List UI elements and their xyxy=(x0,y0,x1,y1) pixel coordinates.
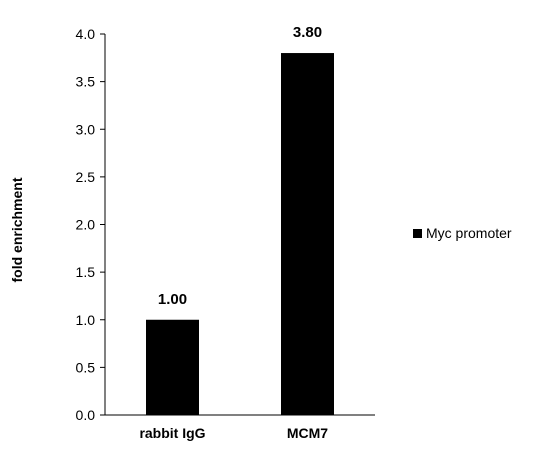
bar-value-label: 1.00 xyxy=(158,291,187,308)
x-category-label: rabbit IgG xyxy=(139,425,205,441)
y-tick-label: 0.0 xyxy=(76,407,96,423)
y-tick-label: 4.0 xyxy=(76,26,96,42)
y-tick-label: 2.0 xyxy=(76,217,96,233)
y-tick-label: 3.0 xyxy=(76,121,96,137)
y-tick-label: 0.5 xyxy=(76,359,96,375)
y-tick-label: 3.5 xyxy=(76,74,96,90)
y-tick-label: 1.0 xyxy=(76,312,96,328)
legend-swatch xyxy=(413,229,422,238)
bar-value-label: 3.80 xyxy=(293,24,322,41)
y-tick-label: 2.5 xyxy=(76,169,96,185)
bars xyxy=(146,53,334,416)
legend: Myc promoter xyxy=(413,225,512,241)
y-axis-title: fold enrichment xyxy=(9,177,25,282)
bar-rabbit-igg xyxy=(146,319,199,415)
x-axis-labels: rabbit IgG MCM7 xyxy=(139,425,328,441)
y-tick-label: 1.5 xyxy=(76,264,96,280)
bar-mcm7 xyxy=(281,53,334,416)
y-axis-ticks: 0.0 0.5 1.0 1.5 2.0 2.5 3.0 3.5 4.0 xyxy=(76,26,105,423)
x-category-label: MCM7 xyxy=(287,425,328,441)
data-labels: 1.00 3.80 xyxy=(158,24,322,308)
legend-label: Myc promoter xyxy=(426,225,512,241)
